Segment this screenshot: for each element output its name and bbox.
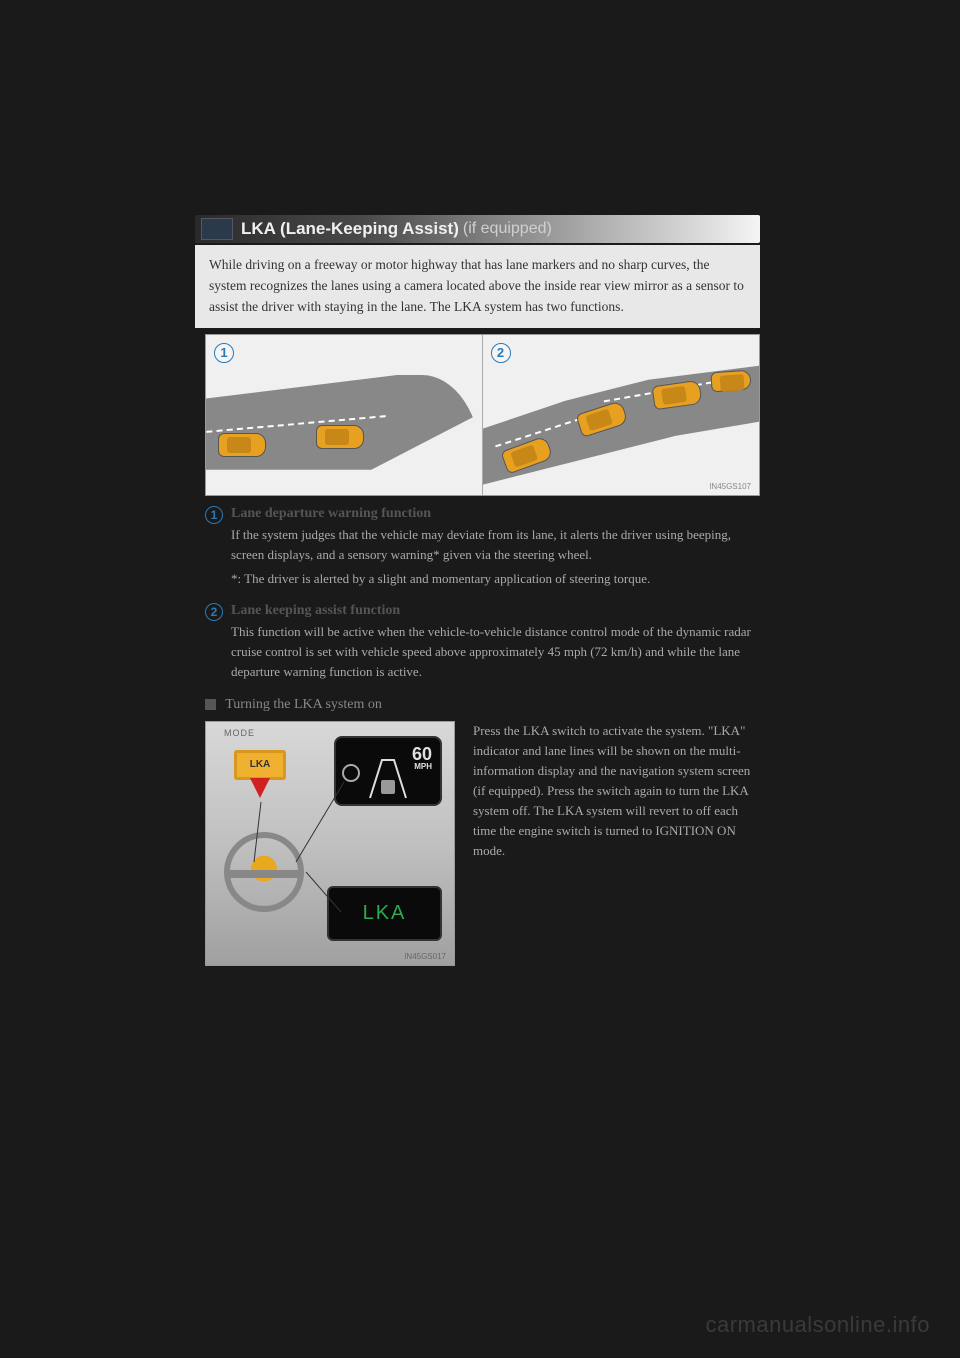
function-block-2: 2 Lane keeping assist function This func… bbox=[205, 603, 760, 682]
function-block-1: 1 Lane departure warning function If the… bbox=[205, 506, 760, 589]
section-marker-icon bbox=[205, 699, 216, 710]
function-description: This function will be active when the ve… bbox=[231, 622, 760, 682]
panel-badge-1: 1 bbox=[214, 343, 234, 363]
intro-box: While driving on a freeway or motor high… bbox=[195, 245, 760, 328]
watermark: carmanualsonline.info bbox=[705, 1312, 930, 1338]
diagram-panel-2: 2 bbox=[483, 335, 760, 495]
title-suffix: (if equipped) bbox=[463, 220, 552, 238]
section-heading: Turning the LKA system on bbox=[205, 697, 760, 713]
car-icon bbox=[316, 425, 364, 449]
page-title: LKA (Lane-Keeping Assist) bbox=[241, 219, 459, 239]
dashboard-row: MODE LKA 60 MPH LKA bbox=[195, 721, 760, 966]
diagram-reference: IN45GS107 bbox=[709, 482, 751, 491]
lka-indicator-text: LKA bbox=[363, 902, 407, 925]
manual-page: LKA (Lane-Keeping Assist) (if equipped) … bbox=[195, 215, 760, 966]
car-icon bbox=[710, 369, 751, 392]
function-title: Lane departure warning function bbox=[231, 506, 760, 522]
lane-graphic-icon bbox=[366, 756, 410, 800]
mode-label: MODE bbox=[224, 728, 255, 738]
car-icon bbox=[218, 433, 266, 457]
function-note: *: The driver is alerted by a slight and… bbox=[231, 569, 760, 589]
instruction-text: Press the LKA switch to activate the sys… bbox=[473, 721, 763, 862]
title-bar: LKA (Lane-Keeping Assist) (if equipped) bbox=[195, 215, 760, 243]
title-icon bbox=[201, 218, 233, 240]
pointer-arrow-icon bbox=[250, 778, 270, 798]
intro-text: While driving on a freeway or motor high… bbox=[209, 257, 744, 314]
steering-wheel-icon bbox=[224, 832, 304, 912]
panel-badge-2: 2 bbox=[491, 343, 511, 363]
dashboard-reference: IN45GS017 bbox=[404, 952, 446, 961]
lka-button: LKA bbox=[234, 750, 286, 780]
lane-diagram: 1 2 IN45GS107 bbox=[205, 334, 760, 496]
section-heading-text: Turning the LKA system on bbox=[225, 697, 382, 712]
speed-value: 60 MPH bbox=[412, 744, 432, 771]
speed-unit: MPH bbox=[412, 762, 432, 771]
dashboard-illustration: MODE LKA 60 MPH LKA bbox=[205, 721, 455, 966]
diagram-panel-1: 1 bbox=[206, 335, 483, 495]
function-badge: 1 bbox=[205, 506, 223, 524]
steering-wheel-small-icon bbox=[342, 764, 360, 782]
function-badge: 2 bbox=[205, 603, 223, 621]
function-description: If the system judges that the vehicle ma… bbox=[231, 525, 760, 565]
indicator-display: LKA bbox=[327, 886, 442, 941]
speed-number: 60 bbox=[412, 744, 432, 764]
multi-info-display: 60 MPH bbox=[334, 736, 442, 806]
function-title: Lane keeping assist function bbox=[231, 603, 760, 619]
